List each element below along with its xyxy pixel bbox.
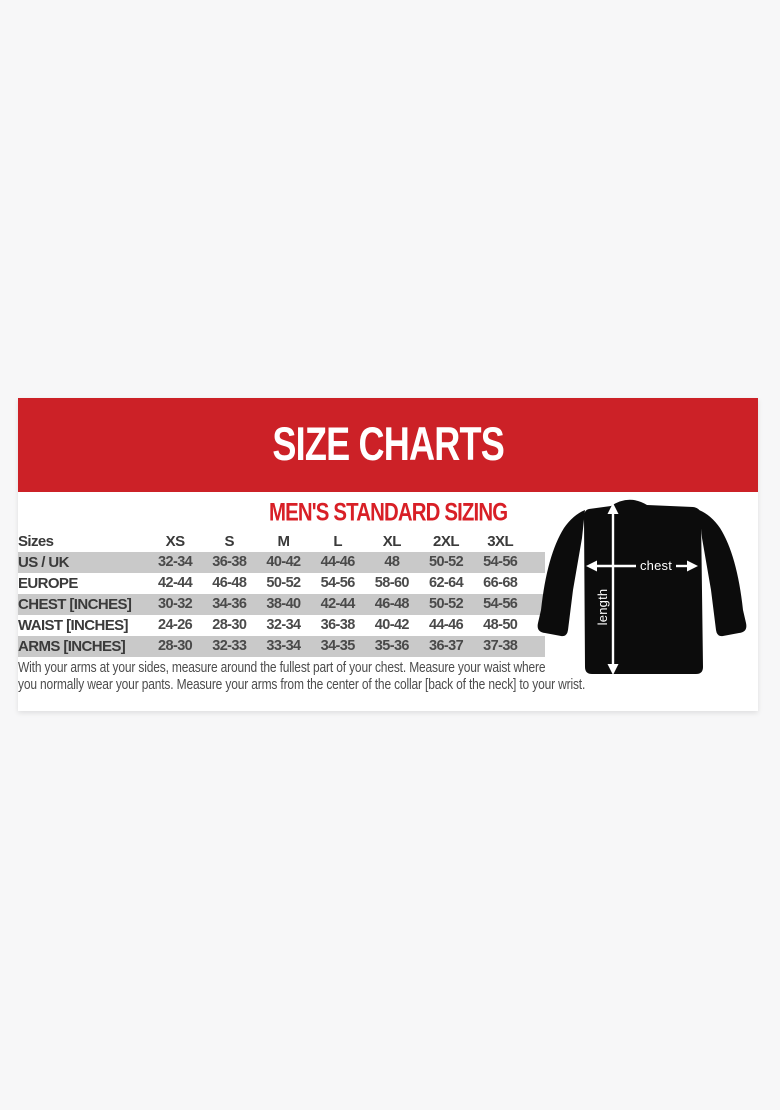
size-chart-card: SIZE CHARTS MEN'S STANDARD SIZING Sizes … — [18, 398, 758, 711]
row-label: EUROPE — [18, 575, 78, 592]
cell-value: 50-52 — [428, 596, 464, 612]
cell-value: 36-38 — [320, 617, 356, 633]
cell-value: 54-56 — [483, 596, 518, 612]
row-label: WAIST [INCHES] — [18, 617, 129, 634]
chest-arrowhead-left — [586, 560, 597, 572]
mens-standard-sizing-label: MEN'S STANDARD SIZING — [268, 498, 508, 527]
length-arrowhead-up — [607, 503, 619, 514]
cell-value: 50-52 — [266, 575, 301, 591]
size-charts-banner: SIZE CHARTS — [18, 398, 758, 492]
cell-value: 32-34 — [266, 617, 301, 633]
sizes-column-header: Sizes — [18, 533, 54, 550]
size-header-3xl: 3XL — [487, 533, 514, 550]
cell-value: 46-48 — [374, 596, 410, 612]
cell-value: 36-38 — [212, 554, 247, 570]
cell-value: 38-40 — [266, 596, 301, 612]
chest-label: chest — [640, 558, 672, 573]
cell-value: 42-44 — [320, 596, 356, 612]
cell-value: 32-33 — [212, 638, 247, 654]
row-label: ARMS [INCHES] — [18, 638, 126, 655]
cell-value: 24-26 — [158, 617, 193, 633]
cell-value: 62-64 — [428, 575, 464, 591]
cell-value: 46-48 — [212, 575, 247, 591]
measurement-instructions-line2: you normally wear your pants. Measure yo… — [18, 676, 586, 693]
cell-value: 35-36 — [374, 638, 410, 654]
table-row-us-uk: US / UK 32-34 36-38 40-42 44-46 48 50-52… — [18, 552, 545, 573]
cell-value: 50-52 — [428, 554, 464, 570]
chest-arrowhead-right — [687, 560, 698, 572]
cell-value: 34-35 — [320, 638, 356, 654]
cell-value: 44-46 — [320, 554, 356, 570]
size-header-l: L — [333, 533, 342, 550]
cell-value: 42-44 — [158, 575, 193, 591]
size-table-header-row: Sizes XS S M L XL 2XL 3XL — [18, 531, 545, 552]
cell-value: 32-34 — [158, 554, 193, 570]
size-charts-title: SIZE CHARTS — [272, 418, 504, 471]
cell-value: 34-36 — [212, 596, 247, 612]
row-label: CHEST [INCHES] — [18, 596, 132, 613]
long-sleeve-shirt-illustration: length chest — [537, 499, 747, 675]
cell-value: 36-37 — [428, 638, 464, 654]
table-row-europe: EUROPE 42-44 46-48 50-52 54-56 58-60 62-… — [18, 573, 545, 594]
table-row-arms-inches: ARMS [INCHES] 28-30 32-33 33-34 34-35 35… — [18, 636, 545, 657]
size-header-xl: XL — [382, 533, 402, 550]
length-label: length — [595, 589, 610, 626]
cell-value: 58-60 — [374, 575, 410, 591]
cell-value: 54-56 — [483, 554, 518, 570]
size-header-xs: XS — [165, 533, 186, 550]
shirt-body — [584, 499, 703, 674]
cell-value: 48 — [384, 554, 400, 570]
cell-value: 33-34 — [266, 638, 301, 654]
mens-standard-sizing-heading: MEN'S STANDARD SIZING — [18, 498, 758, 527]
row-label: US / UK — [18, 554, 69, 571]
size-header-2xl: 2XL — [433, 533, 460, 550]
cell-value: 28-30 — [158, 638, 193, 654]
table-row-chest-inches: CHEST [INCHES] 30-32 34-36 38-40 42-44 4… — [18, 594, 545, 615]
cell-value: 28-30 — [212, 617, 247, 633]
measurement-instructions-line1: With your arms at your sides, measure ar… — [18, 659, 546, 676]
size-table: Sizes XS S M L XL 2XL 3XL US / UK 32-34 … — [18, 531, 545, 657]
cell-value: 40-42 — [266, 554, 301, 570]
cell-value: 40-42 — [374, 617, 410, 633]
cell-value: 37-38 — [483, 638, 518, 654]
measurement-instructions: With your arms at your sides, measure ar… — [18, 659, 610, 693]
table-row-waist-inches: WAIST [INCHES] 24-26 28-30 32-34 36-38 4… — [18, 615, 545, 636]
size-header-m: M — [277, 533, 290, 550]
cell-value: 44-46 — [428, 617, 464, 633]
length-arrowhead-down — [607, 664, 619, 675]
cell-value: 66-68 — [483, 575, 518, 591]
shirt-left-sleeve — [537, 510, 585, 637]
cell-value: 48-50 — [483, 617, 518, 633]
cell-value: 30-32 — [158, 596, 193, 612]
size-header-s: S — [224, 533, 235, 550]
cell-value: 54-56 — [320, 575, 356, 591]
shirt-measurement-diagram: length chest — [533, 492, 749, 678]
shirt-right-sleeve — [699, 510, 747, 637]
